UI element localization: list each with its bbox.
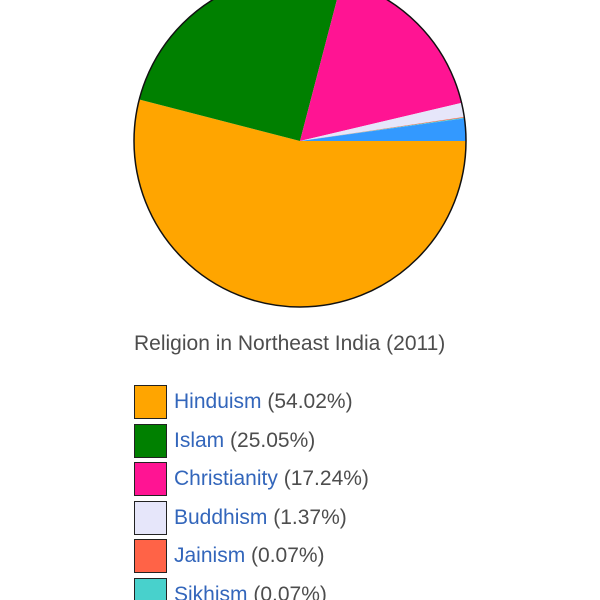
legend-item-buddhism: Buddhism (1.37%) <box>134 499 369 538</box>
legend-text-islam: Islam (25.05%) <box>174 429 315 453</box>
legend-text-sikhism: Sikhism (0.07%) <box>174 583 327 600</box>
pie-slice-sikhism <box>300 117 465 141</box>
legend-swatch-sikhism <box>134 577 167 600</box>
legend-link-hinduism[interactable]: Hinduism <box>174 390 262 414</box>
legend-item-christianity: Christianity (17.24%) <box>134 460 369 499</box>
pie-chart <box>133 0 467 308</box>
legend-link-jainism[interactable]: Jainism <box>174 544 246 568</box>
legend-value-christianity: (17.24%) <box>277 467 369 491</box>
legend-value-jainism: (0.07%) <box>245 544 325 568</box>
legend-text-hinduism: Hinduism (54.02%) <box>174 390 353 414</box>
pie-slice-others <box>300 118 466 141</box>
legend-link-buddhism[interactable]: Buddhism <box>174 505 268 529</box>
pie-slice-jainism <box>300 116 465 141</box>
pie-slice-islam <box>139 0 337 141</box>
legend-value-buddhism: (1.37%) <box>267 505 347 529</box>
pie-slice-hinduism <box>134 99 467 308</box>
legend-item-hinduism: Hinduism (54.02%) <box>134 383 369 422</box>
legend-swatch-hinduism <box>134 385 167 420</box>
legend-swatch-christianity <box>134 462 167 497</box>
legend-text-buddhism: Buddhism (1.37%) <box>174 506 347 530</box>
legend-swatch-islam <box>134 423 167 458</box>
pie-outline <box>133 0 467 308</box>
legend-item-jainism: Jainism (0.07%) <box>134 537 369 576</box>
pie-slice-buddhism <box>300 102 465 141</box>
legend-link-christianity[interactable]: Christianity <box>174 467 278 491</box>
chart-title: Religion in Northeast India (2011) <box>134 332 446 355</box>
legend-item-sikhism: Sikhism (0.07%) <box>134 576 369 600</box>
legend-text-jainism: Jainism (0.07%) <box>174 544 325 568</box>
legend-value-islam: (25.05%) <box>224 428 316 452</box>
legend-swatch-buddhism <box>134 500 167 535</box>
legend-link-sikhism[interactable]: Sikhism <box>174 582 248 600</box>
pie-slice-christianity <box>300 0 462 141</box>
legend: Hinduism (54.02%) Islam (25.05%) Christian… <box>134 383 369 600</box>
legend-value-hinduism: (54.02%) <box>261 390 353 414</box>
legend-text-christianity: Christianity (17.24%) <box>174 467 369 491</box>
legend-value-sikhism: (0.07%) <box>247 582 327 600</box>
legend-link-islam[interactable]: Islam <box>174 428 225 452</box>
legend-item-islam: Islam (25.05%) <box>134 422 369 461</box>
legend-swatch-jainism <box>134 539 167 574</box>
